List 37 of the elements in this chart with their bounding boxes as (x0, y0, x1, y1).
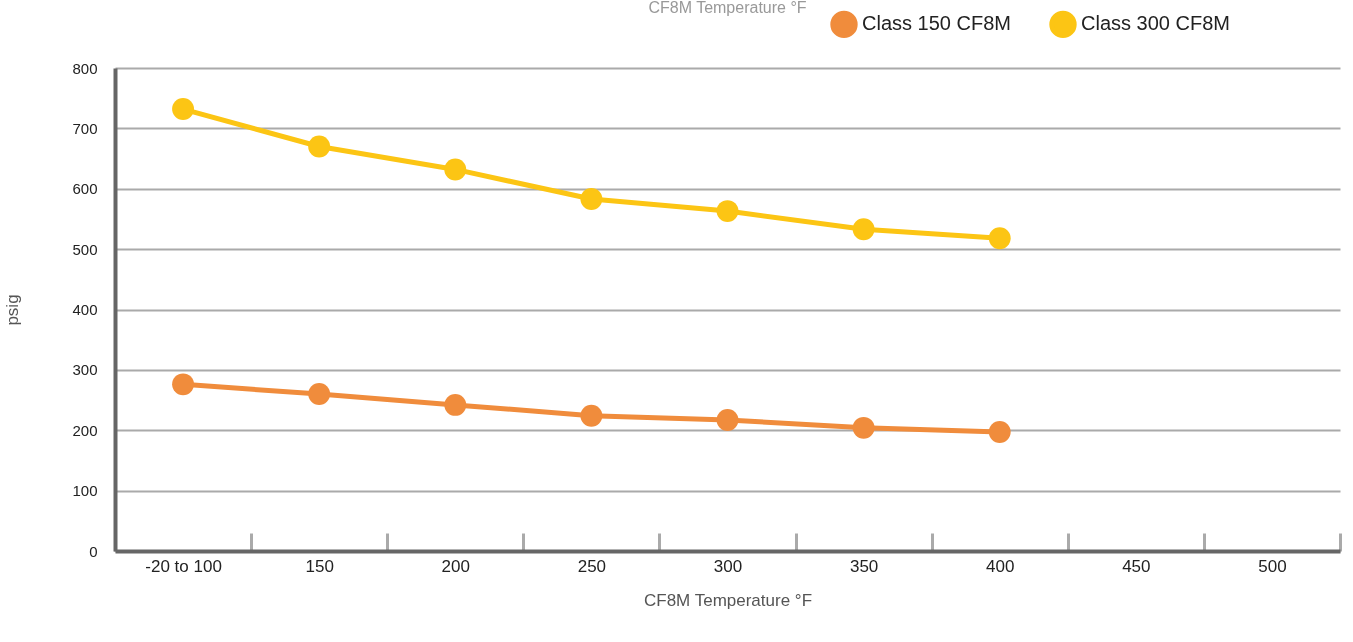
x-axis-title: CF8M Temperature °F (643, 590, 813, 610)
x-tick-label: 450 (1122, 556, 1151, 576)
point (988, 421, 1011, 443)
x-tick-label: -20 to 100 (145, 556, 222, 576)
point (716, 409, 739, 431)
y-tick-label: 100 (72, 482, 98, 500)
legend-label: Class 300 CF8M (1081, 12, 1230, 35)
x-tick-label: 150 (305, 556, 334, 576)
x-tick-label: 500 (1258, 556, 1287, 576)
y-axis-title: psig (3, 294, 23, 326)
y-tick-label: 400 (72, 301, 98, 318)
point (172, 373, 195, 396)
point (444, 393, 467, 416)
x-tick-label: 300 (713, 556, 743, 576)
point (716, 200, 739, 223)
point (308, 383, 331, 405)
y-tick-label: 300 (72, 361, 98, 379)
point (580, 188, 603, 210)
y-tick-label: 0 (89, 542, 98, 560)
point (444, 158, 467, 181)
x-tick-label: 350 (849, 556, 879, 576)
x-tick-label: 400 (986, 556, 1015, 576)
y-tick-label: 600 (72, 180, 98, 198)
y-tick-label: 500 (72, 240, 98, 258)
y-tick-label: 700 (72, 119, 98, 137)
chart-title: CF8M Temperature °F (648, 0, 807, 16)
point (308, 135, 331, 158)
point (852, 416, 875, 439)
y-tick-label: 200 (72, 421, 98, 439)
x-tick-label: 250 (577, 556, 607, 576)
point (988, 227, 1011, 250)
point (580, 404, 603, 427)
legend-label: Class 150 CF8M (862, 12, 1011, 35)
point (852, 218, 875, 241)
y-tick-label: 800 (72, 59, 98, 77)
point (172, 98, 195, 120)
x-tick-label: 200 (441, 556, 470, 576)
